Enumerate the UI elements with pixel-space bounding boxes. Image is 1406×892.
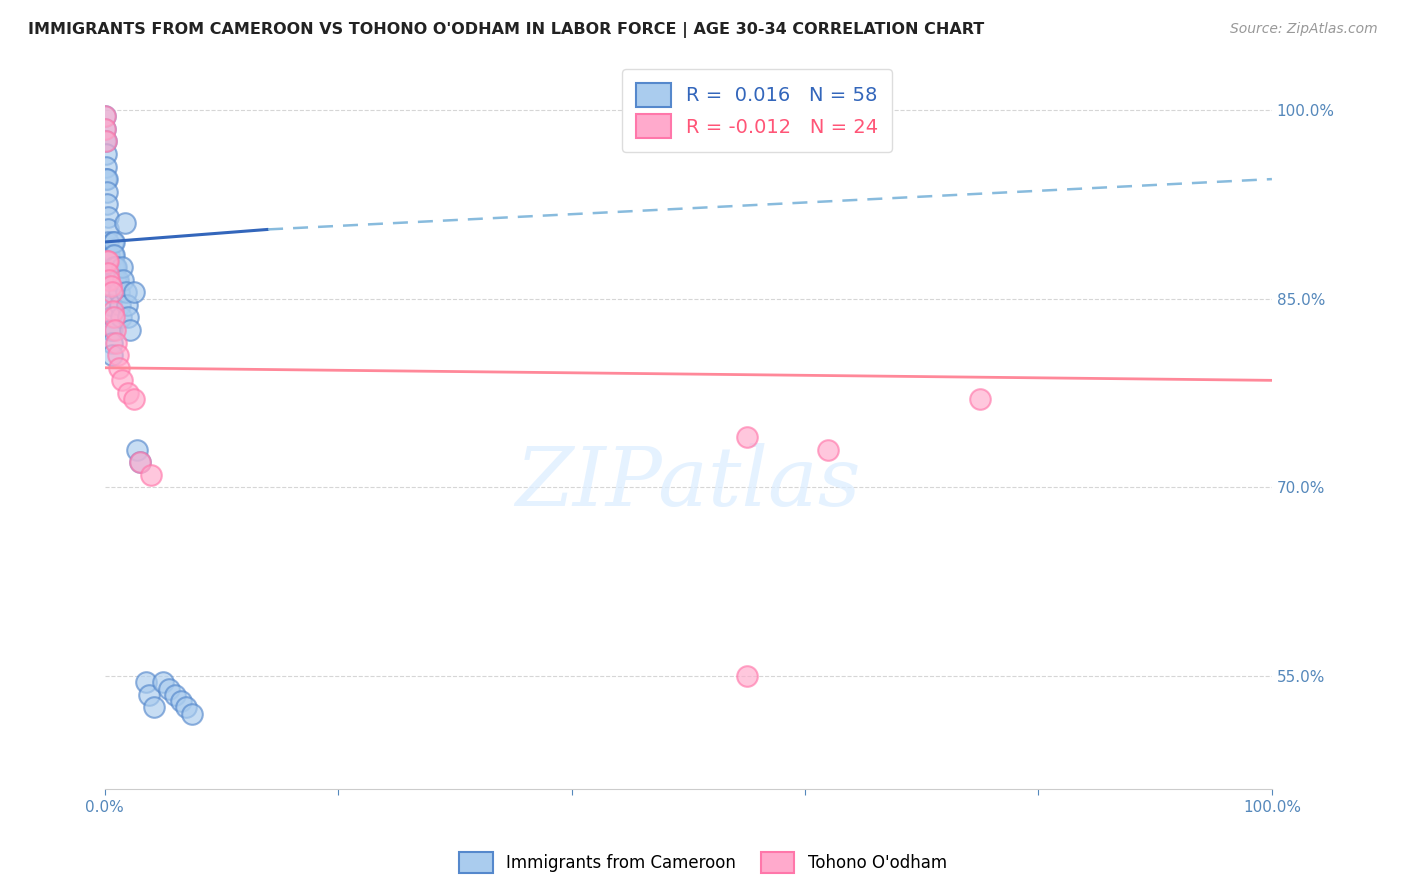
- Point: [96, 197, 118, 211]
- Point: [181, 706, 204, 721]
- Point: [100, 298, 122, 312]
- Point: [97, 253, 120, 268]
- Point: [97, 210, 120, 224]
- Point: [117, 385, 139, 400]
- Point: [94, 134, 117, 148]
- Point: [100, 310, 122, 325]
- Point: [142, 700, 165, 714]
- Point: [104, 260, 127, 274]
- Point: [94, 160, 117, 174]
- Point: [100, 348, 122, 362]
- Point: [105, 335, 128, 350]
- Point: [135, 675, 157, 690]
- Point: [101, 235, 124, 249]
- Point: [107, 273, 129, 287]
- Point: [114, 216, 136, 230]
- Point: [114, 285, 136, 300]
- Point: [169, 694, 191, 708]
- Point: [107, 348, 129, 362]
- Point: [128, 455, 150, 469]
- Point: [98, 285, 121, 300]
- Point: [105, 273, 128, 287]
- Point: [107, 360, 129, 375]
- Point: [98, 273, 121, 287]
- Point: [128, 455, 150, 469]
- Point: [98, 260, 121, 274]
- Point: [115, 298, 138, 312]
- Text: Source: ZipAtlas.com: Source: ZipAtlas.com: [1230, 22, 1378, 37]
- Point: [107, 285, 129, 300]
- Point: [127, 442, 149, 457]
- Text: ZIPatlas: ZIPatlas: [516, 442, 860, 523]
- Point: [163, 688, 186, 702]
- Point: [93, 109, 115, 123]
- Point: [103, 235, 125, 249]
- Point: [98, 298, 121, 312]
- Point: [98, 273, 121, 287]
- Point: [97, 222, 120, 236]
- Point: [94, 134, 117, 148]
- Point: [112, 273, 135, 287]
- Point: [94, 172, 117, 186]
- Point: [100, 285, 122, 300]
- Point: [100, 279, 122, 293]
- Point: [105, 260, 128, 274]
- Point: [93, 121, 115, 136]
- Point: [141, 467, 163, 482]
- Point: [108, 298, 131, 312]
- Point: [100, 335, 122, 350]
- Point: [110, 310, 132, 325]
- Point: [103, 260, 125, 274]
- Point: [98, 247, 121, 261]
- Point: [735, 669, 758, 683]
- Point: [104, 323, 127, 337]
- Point: [96, 172, 118, 186]
- Point: [96, 253, 118, 268]
- Point: [101, 304, 124, 318]
- Text: IMMIGRANTS FROM CAMEROON VS TOHONO O'ODHAM IN LABOR FORCE | AGE 30-34 CORRELATIO: IMMIGRANTS FROM CAMEROON VS TOHONO O'ODH…: [28, 22, 984, 38]
- Point: [100, 323, 122, 337]
- Point: [117, 310, 139, 325]
- Point: [122, 285, 145, 300]
- Point: [101, 260, 124, 274]
- Point: [969, 392, 991, 407]
- Point: [157, 681, 180, 696]
- Point: [735, 430, 758, 444]
- Legend: Immigrants from Cameroon, Tohono O'odham: Immigrants from Cameroon, Tohono O'odham: [453, 846, 953, 880]
- Point: [93, 134, 115, 148]
- Point: [152, 675, 174, 690]
- Point: [103, 310, 125, 325]
- Point: [111, 260, 134, 274]
- Point: [138, 688, 160, 702]
- Point: [103, 247, 125, 261]
- Point: [94, 147, 117, 161]
- Point: [97, 235, 120, 249]
- Legend: R =  0.016   N = 58, R = -0.012   N = 24: R = 0.016 N = 58, R = -0.012 N = 24: [621, 70, 891, 152]
- Point: [100, 323, 122, 337]
- Point: [176, 700, 198, 714]
- Point: [817, 442, 839, 457]
- Point: [122, 392, 145, 407]
- Point: [97, 247, 120, 261]
- Point: [111, 373, 134, 387]
- Point: [96, 185, 118, 199]
- Point: [97, 267, 120, 281]
- Point: [93, 121, 115, 136]
- Point: [120, 323, 142, 337]
- Point: [101, 247, 124, 261]
- Point: [104, 273, 127, 287]
- Point: [93, 109, 115, 123]
